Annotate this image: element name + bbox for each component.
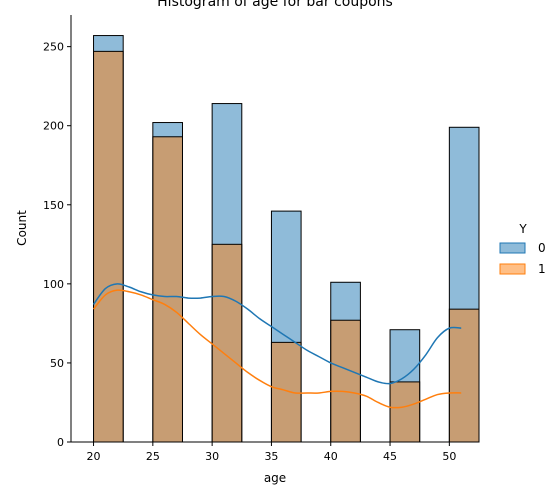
- y-tick-label: 50: [50, 357, 64, 370]
- y-axis-label: Count: [15, 210, 29, 246]
- bar-series-1-40: [330, 319, 361, 443]
- x-tick-label: 40: [324, 450, 338, 463]
- legend: Y 0 1: [499, 222, 546, 276]
- bars-layer: [93, 35, 480, 443]
- bar-series-1-20: [93, 50, 124, 443]
- kde-line-0: [92, 283, 462, 385]
- x-tick-label: 50: [442, 450, 456, 463]
- legend-label-0: 0: [538, 241, 546, 255]
- legend-swatch-1: [499, 263, 526, 275]
- kde-line-1: [92, 289, 462, 409]
- y-tick-label: 100: [43, 278, 64, 291]
- chart-title: Histogram of age for bar coupons: [157, 0, 393, 10]
- bar-series-1-30: [211, 243, 243, 443]
- x-tick-label: 20: [87, 450, 101, 463]
- x-tick-label: 25: [146, 450, 160, 463]
- bar-series-1-35: [270, 341, 302, 443]
- x-ticks: 20 25 30 35 40 45 50: [87, 442, 456, 463]
- bar-series-1-50: [448, 308, 480, 443]
- bar-series-1-25: [152, 136, 183, 443]
- y-tick-label: 250: [43, 41, 64, 54]
- legend-swatch-0: [499, 242, 526, 254]
- y-tick-label: 0: [57, 436, 64, 449]
- x-axis-label: age: [264, 471, 286, 485]
- x-tick-label: 45: [383, 450, 397, 463]
- legend-title: Y: [518, 222, 527, 236]
- y-tick-label: 200: [43, 120, 64, 133]
- y-ticks: 0 50 100 150 200 250: [43, 41, 71, 449]
- kde-layer: [92, 283, 462, 409]
- y-tick-label: 150: [43, 199, 64, 212]
- x-tick-label: 30: [205, 450, 219, 463]
- x-tick-label: 35: [264, 450, 278, 463]
- bar-series-1-45: [389, 381, 421, 443]
- legend-label-1: 1: [538, 262, 546, 276]
